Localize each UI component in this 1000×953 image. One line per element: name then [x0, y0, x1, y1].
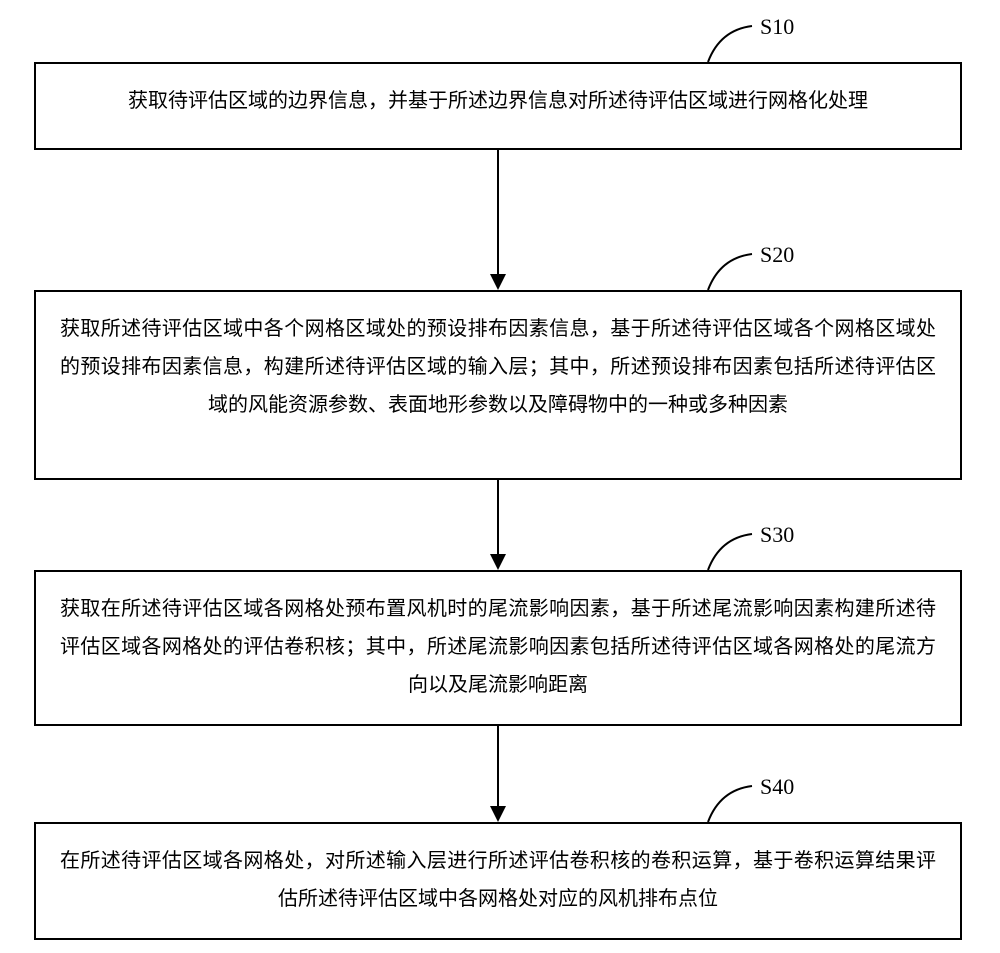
- arrow-s10-s20: [483, 150, 513, 290]
- label-curve-s30: [704, 530, 756, 574]
- label-curve-s40: [704, 782, 756, 826]
- step-text-s30: 获取在所述待评估区域各网格处预布置风机时的尾流影响因素，基于所述尾流影响因素构建…: [60, 598, 936, 696]
- step-label-s10: S10: [760, 14, 794, 40]
- step-text-s20: 获取所述待评估区域中各个网格区域处的预设排布因素信息，基于所述待评估区域各个网格…: [60, 318, 936, 416]
- step-box-s40: 在所述待评估区域各网格处，对所述输入层进行所述评估卷积核的卷积运算，基于卷积运算…: [34, 822, 962, 940]
- arrow-s30-s40: [483, 726, 513, 822]
- step-text-s10: 获取待评估区域的边界信息，并基于所述边界信息对所述待评估区域进行网格化处理: [128, 90, 868, 112]
- label-curve-s20: [704, 250, 756, 294]
- step-label-s40: S40: [760, 774, 794, 800]
- step-box-s30: 获取在所述待评估区域各网格处预布置风机时的尾流影响因素，基于所述尾流影响因素构建…: [34, 570, 962, 726]
- step-box-s20: 获取所述待评估区域中各个网格区域处的预设排布因素信息，基于所述待评估区域各个网格…: [34, 290, 962, 480]
- step-label-s20: S20: [760, 242, 794, 268]
- flowchart-container: 获取待评估区域的边界信息，并基于所述边界信息对所述待评估区域进行网格化处理 S10…: [0, 0, 1000, 953]
- label-curve-s10: [704, 22, 756, 66]
- arrow-s20-s30: [483, 480, 513, 570]
- step-label-s30: S30: [760, 522, 794, 548]
- step-box-s10: 获取待评估区域的边界信息，并基于所述边界信息对所述待评估区域进行网格化处理: [34, 62, 962, 150]
- step-text-s40: 在所述待评估区域各网格处，对所述输入层进行所述评估卷积核的卷积运算，基于卷积运算…: [60, 850, 936, 910]
